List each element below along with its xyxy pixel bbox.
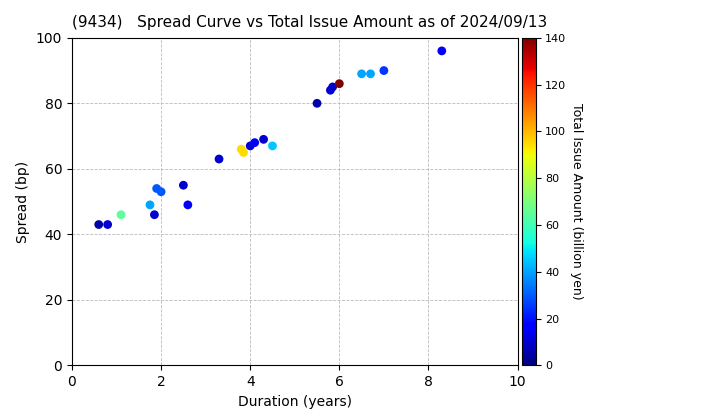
Point (148, 211, 160, 218)
Point (102, 221, 114, 228)
Text: (9434)   Spread Curve vs Total Issue Amount as of 2024/09/13: (9434) Spread Curve vs Total Issue Amoun… (72, 15, 547, 30)
Point (258, 136, 269, 143)
Point (235, 146, 247, 152)
Point (311, 100, 323, 107)
Y-axis label: Total Issue Amount (billion yen): Total Issue Amount (billion yen) (570, 103, 583, 300)
Point (213, 156, 225, 163)
X-axis label: Duration (years): Duration (years) (238, 395, 352, 409)
Point (356, 71, 367, 77)
Point (178, 182, 189, 189)
Point (325, 87, 336, 94)
Point (327, 84, 338, 90)
Point (245, 142, 256, 149)
Point (266, 142, 278, 149)
Point (249, 139, 261, 146)
Point (144, 202, 156, 208)
Point (156, 189, 167, 195)
Point (333, 80, 345, 87)
Point (378, 67, 390, 74)
Point (182, 202, 194, 208)
Point (93, 221, 104, 228)
Point (365, 71, 377, 77)
Y-axis label: Spread (bp): Spread (bp) (17, 160, 30, 243)
Point (238, 149, 249, 156)
Point (151, 185, 163, 192)
Point (115, 211, 127, 218)
Point (436, 47, 448, 54)
